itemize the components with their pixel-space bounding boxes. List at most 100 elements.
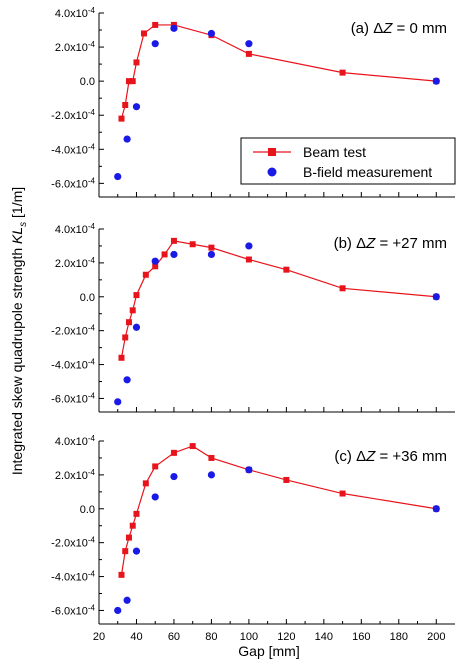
beam-test-point — [189, 443, 196, 450]
y-tick-label: -2.0x10-4 — [51, 108, 95, 122]
panel-label-prefix: (c) — [334, 448, 356, 465]
beam-test-point — [125, 78, 132, 85]
y-tick-label-exponent: -4 — [88, 176, 96, 185]
x-tick-label: 80 — [205, 631, 217, 643]
beam-test-point — [283, 476, 290, 483]
b-field-point — [170, 472, 178, 481]
beam-test-series — [118, 443, 440, 578]
y-tick-label: 4.0x10-4 — [55, 222, 96, 236]
panel-label: (c) ΔZ = +36 mm — [334, 448, 447, 465]
panel-label-prefix: (a) — [351, 20, 374, 37]
y-tick-label: 2.0x10-4 — [55, 468, 96, 482]
beam-test-point — [133, 59, 140, 66]
y-tick-label-exponent: -4 — [88, 40, 96, 49]
legend: Beam test B-field measurement — [240, 137, 456, 185]
beam-test-point — [339, 285, 346, 292]
x-tick-label: 120 — [277, 631, 295, 643]
panel-label-delta: Δ — [373, 20, 383, 37]
legend-box — [240, 137, 456, 185]
x-axis-title: Gap [mm] — [238, 643, 299, 659]
beam-test-point — [125, 534, 132, 541]
y-tick-label: 2.0x10-4 — [55, 256, 96, 270]
y-tick-label-exponent: -4 — [88, 256, 96, 265]
beam-test-point — [129, 522, 136, 529]
beam-test-point — [245, 50, 252, 57]
panel-label-rest: = +36 mm — [375, 448, 447, 465]
b-field-point — [123, 376, 131, 384]
y-axis-title-unit: [1/m] — [9, 187, 25, 222]
y-tick-label-mantissa: -6.0x10 — [51, 178, 88, 190]
x-tick-label: 160 — [352, 631, 370, 643]
panel-label-delta: Δ — [356, 448, 366, 465]
beam-test-point — [170, 237, 177, 244]
beam-test-point — [208, 244, 215, 251]
b-field-point — [432, 293, 440, 301]
panel-label-rest: = +27 mm — [375, 235, 447, 252]
y-axis-title-sub: s — [18, 222, 29, 227]
y-tick-label: 0.0 — [80, 76, 95, 88]
beam-test-point — [122, 334, 129, 341]
b-field-point — [151, 40, 159, 48]
y-tick-label: -2.0x10-4 — [51, 536, 95, 550]
y-tick-label-exponent: -4 — [88, 108, 96, 117]
y-tick-label-exponent: -4 — [88, 6, 96, 15]
y-tick-label-mantissa: 2.0x10 — [55, 258, 88, 270]
y-tick-label-mantissa: 2.0x10 — [55, 42, 88, 54]
beam-test-point — [142, 271, 149, 278]
y-tick-label: -2.0x10-4 — [51, 324, 95, 338]
panel-label-var: Z — [382, 20, 393, 37]
y-tick-label-mantissa: 2.0x10 — [55, 470, 88, 482]
legend-bfield-label: B-field measurement — [303, 164, 432, 180]
legend-bfield-marker — [267, 167, 277, 177]
y-tick-label-mantissa: -2.0x10 — [51, 326, 88, 338]
b-field-point — [114, 606, 122, 615]
y-tick-label-mantissa: -4.0x10 — [51, 360, 88, 372]
y-tick-label-exponent: -4 — [88, 468, 96, 477]
y-tick-label: 2.0x10-4 — [55, 40, 96, 54]
beam-test-line — [120, 445, 437, 575]
beam-test-point — [129, 307, 136, 314]
y-tick-label-mantissa: -4.0x10 — [51, 144, 88, 156]
beam-test-point — [189, 241, 196, 248]
y-tick-label-mantissa: -6.0x10 — [51, 393, 88, 405]
beam-test-point — [152, 463, 159, 470]
y-tick-label-mantissa: -2.0x10 — [51, 110, 88, 122]
b-field-point — [207, 29, 216, 38]
b-field-point — [114, 398, 122, 406]
beam-test-point — [142, 480, 149, 487]
panel-label: (b) ΔZ = +27 mm — [334, 235, 447, 252]
x-tick-label: 100 — [240, 631, 258, 643]
y-tick-label: 0.0 — [80, 292, 95, 304]
beam-test-point — [122, 102, 129, 108]
y-tick-label-mantissa: -6.0x10 — [51, 605, 88, 617]
b-field-point — [170, 24, 178, 32]
b-field-point — [132, 547, 141, 555]
beam-test-point — [339, 490, 346, 497]
y-tick-label-exponent: -4 — [88, 142, 96, 151]
beam-test-line — [120, 240, 437, 358]
x-tick-label: 60 — [168, 631, 180, 643]
panel-1: 4.0x10-42.0x10-40.0-2.0x10-4-4.0x10-4-6.… — [51, 222, 455, 413]
y-tick-label-exponent: -4 — [88, 324, 96, 333]
x-tick-label: 180 — [390, 631, 408, 643]
panel-label-prefix: (b) — [334, 235, 357, 252]
beam-test-point — [339, 69, 346, 76]
b-field-point — [132, 323, 141, 331]
y-tick-label-exponent: -4 — [88, 603, 96, 612]
legend-beam-marker — [268, 148, 276, 156]
y-tick-label: 4.0x10-4 — [55, 6, 96, 20]
b-field-series — [114, 24, 440, 181]
b-field-point — [114, 172, 122, 181]
b-field-point — [245, 40, 253, 48]
beam-test-point — [152, 21, 159, 28]
panel-label-var: Z — [365, 235, 376, 252]
panel-label: (a) ΔZ = 0 mm — [351, 20, 447, 37]
y-tick-label-exponent: -4 — [88, 536, 96, 545]
legend-beam-label: Beam test — [303, 144, 366, 160]
beam-test-point — [133, 510, 140, 517]
b-field-point — [123, 596, 131, 604]
beam-test-line — [120, 24, 437, 119]
beam-test-point — [129, 78, 136, 85]
x-tick-label: 200 — [427, 631, 445, 643]
